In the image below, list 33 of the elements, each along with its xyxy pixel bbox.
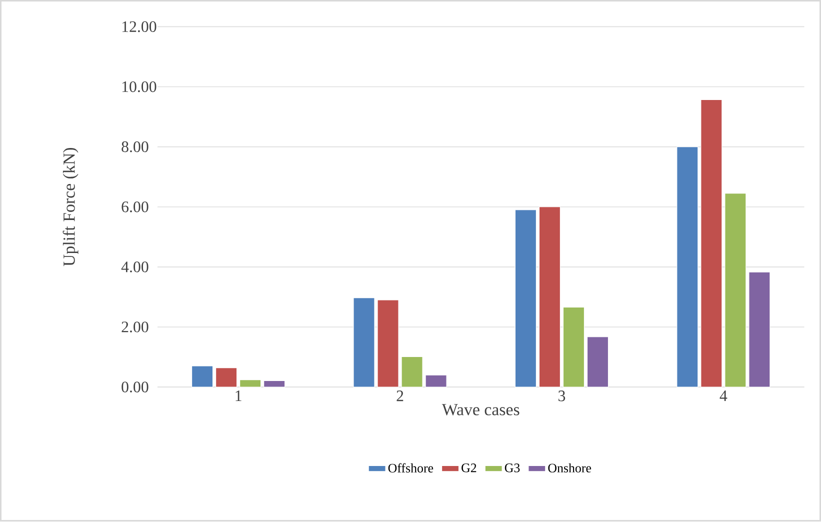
legend-label: G2: [462, 464, 476, 472]
bar: [401, 356, 423, 388]
y-tick-label: 2.00: [122, 322, 148, 333]
bar: [748, 272, 770, 388]
x-tick-label: 4: [720, 390, 728, 402]
bar: [377, 300, 399, 388]
legend-label: G3: [504, 464, 520, 472]
legend-label: Offshore: [388, 464, 434, 473]
y-tick-label: 10.00: [122, 82, 156, 92]
bar: [724, 193, 746, 388]
bar: [216, 368, 238, 388]
y-tick-label: 4.00: [121, 262, 148, 273]
bar: [586, 336, 609, 388]
bar: [264, 380, 286, 388]
y-tick-label: 6.00: [122, 202, 148, 212]
bar: [191, 366, 214, 388]
x-tick-label: 3: [558, 390, 566, 402]
y-tick-label: 8.00: [122, 142, 148, 152]
bar: [676, 146, 698, 388]
bar: [538, 206, 561, 388]
x-axis-title: Wave cases: [442, 404, 520, 416]
bar: [425, 374, 447, 388]
legend-label: Onshore: [548, 464, 592, 473]
bar: [514, 210, 537, 388]
bar: [240, 380, 262, 388]
x-tick-label: 1: [236, 390, 242, 402]
y-axis-title: Uplift Force (kN): [62, 148, 78, 266]
y-tick-label: 0.00: [122, 382, 148, 393]
bar: [353, 298, 375, 388]
bar: [562, 307, 585, 388]
x-tick-label: 2: [396, 390, 404, 402]
y-tick-label: 12.00: [122, 22, 156, 32]
bar: [700, 100, 722, 388]
